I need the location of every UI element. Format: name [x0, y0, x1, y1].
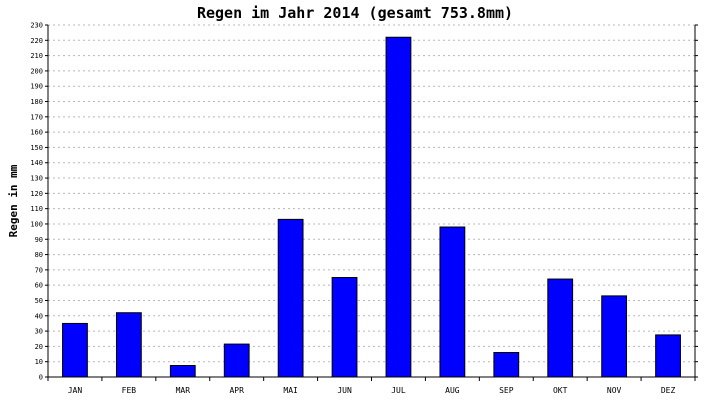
y-tick-label: 110	[30, 205, 43, 213]
y-tick-label: 140	[30, 159, 43, 167]
x-tick-label: MAR	[176, 386, 191, 395]
x-ticks: JAN FEB MAR APR MAI JUN JUL AUG SEP OKT NOV DEZ	[47, 377, 696, 395]
x-tick-label: JUN	[337, 386, 352, 395]
x-tick-label: MAI	[283, 386, 298, 395]
y-tick-label: 210	[30, 52, 43, 60]
bars	[62, 36, 681, 378]
bar-mai	[277, 218, 304, 378]
y-tick-label: 0	[39, 374, 43, 382]
y-tick-label: 70	[35, 266, 43, 274]
x-tick-label: NOV	[607, 386, 622, 395]
y-tick-label: 80	[35, 251, 43, 259]
x-tick-label: DEZ	[661, 386, 676, 395]
y-tick-label: 180	[30, 98, 43, 106]
y-axis-label: Regen in mm	[7, 164, 20, 237]
y-tick-label: 160	[30, 129, 43, 137]
y-tick-label: 150	[30, 144, 43, 152]
bar-jun	[331, 277, 358, 378]
bar-dez	[655, 334, 681, 378]
y-tick-label: 170	[30, 113, 43, 121]
y-tick-label: 60	[35, 282, 43, 290]
bar-jan	[62, 322, 88, 378]
axes	[47, 25, 696, 378]
bar-okt	[547, 278, 574, 378]
y-tick-label: 40	[35, 312, 43, 320]
y-tick-label: 100	[30, 220, 43, 228]
bar-mar	[169, 365, 196, 378]
x-tick-label: APR	[229, 386, 244, 395]
y-tick-label: 20	[35, 343, 43, 351]
bar-jul	[385, 36, 412, 378]
x-tick-label: SEP	[499, 386, 514, 395]
y-ticks: 0 10 20 30 40 50 60 70 80 90 100 110 120 130 140 150 160…	[30, 22, 698, 382]
bar-aug	[439, 226, 466, 378]
y-tick-label: 130	[30, 175, 43, 183]
x-tick-label: AUG	[445, 386, 460, 395]
y-tick-label: 50	[35, 297, 43, 305]
gridlines	[48, 24, 695, 363]
bar-feb	[115, 312, 142, 378]
y-tick-label: 200	[30, 67, 43, 75]
bar-apr	[223, 343, 250, 378]
y-tick-label: 230	[30, 22, 43, 30]
y-tick-label: 220	[30, 37, 43, 45]
x-tick-label: JAN	[68, 386, 83, 395]
y-tick-label: 30	[35, 328, 43, 336]
x-tick-label: FEB	[122, 386, 137, 395]
x-tick-label: OKT	[553, 386, 568, 395]
y-tick-label: 190	[30, 83, 43, 91]
y-tick-label: 10	[35, 358, 43, 366]
y-tick-label: 90	[35, 236, 43, 244]
bar-nov	[601, 295, 628, 378]
bar-sep	[493, 352, 520, 378]
chart-title: Regen im Jahr 2014 (gesamt 753.8mm)	[197, 4, 513, 22]
x-tick-label: JUL	[391, 386, 406, 395]
y-tick-label: 120	[30, 190, 43, 198]
